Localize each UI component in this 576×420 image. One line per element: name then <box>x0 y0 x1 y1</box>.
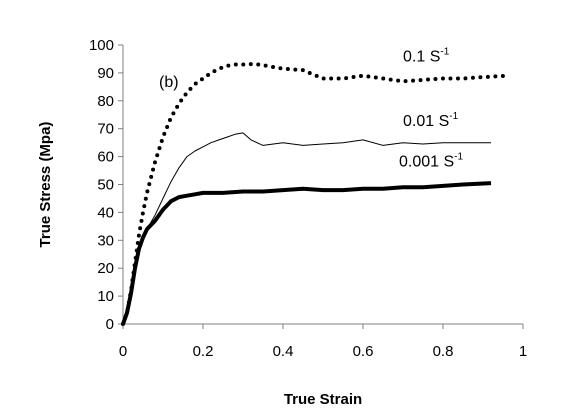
series-line-0 <box>121 61 509 326</box>
y-tick-label: 0 <box>106 316 114 333</box>
y-tick-label: 50 <box>97 177 114 194</box>
y-tick-label: 80 <box>97 93 114 110</box>
series-label-text: 0.01 S <box>403 113 449 130</box>
x-tick-label: 0.2 <box>193 343 214 360</box>
x-tick-label: 0.8 <box>433 343 454 360</box>
series-label-0: 0.1 S-1 <box>403 47 450 66</box>
y-axis-title: True Stress (Mpa) <box>37 122 54 248</box>
x-tick-label: 1 <box>519 343 527 360</box>
y-tick-label: 60 <box>97 149 114 166</box>
panel-label: (b) <box>159 74 179 91</box>
x-tick-label: 0.4 <box>273 343 294 360</box>
series-label-superscript: -1 <box>440 47 449 58</box>
series-label-superscript: -1 <box>454 151 463 162</box>
series-label-1: 0.01 S-1 <box>403 111 459 130</box>
series-label-superscript: -1 <box>449 111 458 122</box>
y-tick-label: 20 <box>97 260 114 277</box>
y-tick-label: 70 <box>97 121 114 138</box>
y-tick-label: 90 <box>97 65 114 82</box>
y-tick-label: 30 <box>97 232 114 249</box>
x-tick-label: 0 <box>119 343 127 360</box>
x-axis-title: True Strain <box>284 391 362 408</box>
labels-layer: 0.1 S-10.01 S-10.001 S-1(b) <box>159 47 463 171</box>
series-label-text: 0.001 S <box>399 153 454 170</box>
series-line-2 <box>121 181 492 325</box>
y-tick-label: 10 <box>97 288 114 305</box>
series-label-text: 0.1 S <box>403 49 440 66</box>
x-tick-label: 0.6 <box>353 343 374 360</box>
series-layer <box>121 61 509 326</box>
series-label-2: 0.001 S-1 <box>399 151 463 170</box>
y-tick-label: 100 <box>89 37 114 54</box>
axes: 0 10 20 30 40 50 60 70 80 90 100 0 0.2 0.4 0.6 0.8 1 <box>89 37 527 360</box>
y-tick-label: 40 <box>97 204 114 221</box>
